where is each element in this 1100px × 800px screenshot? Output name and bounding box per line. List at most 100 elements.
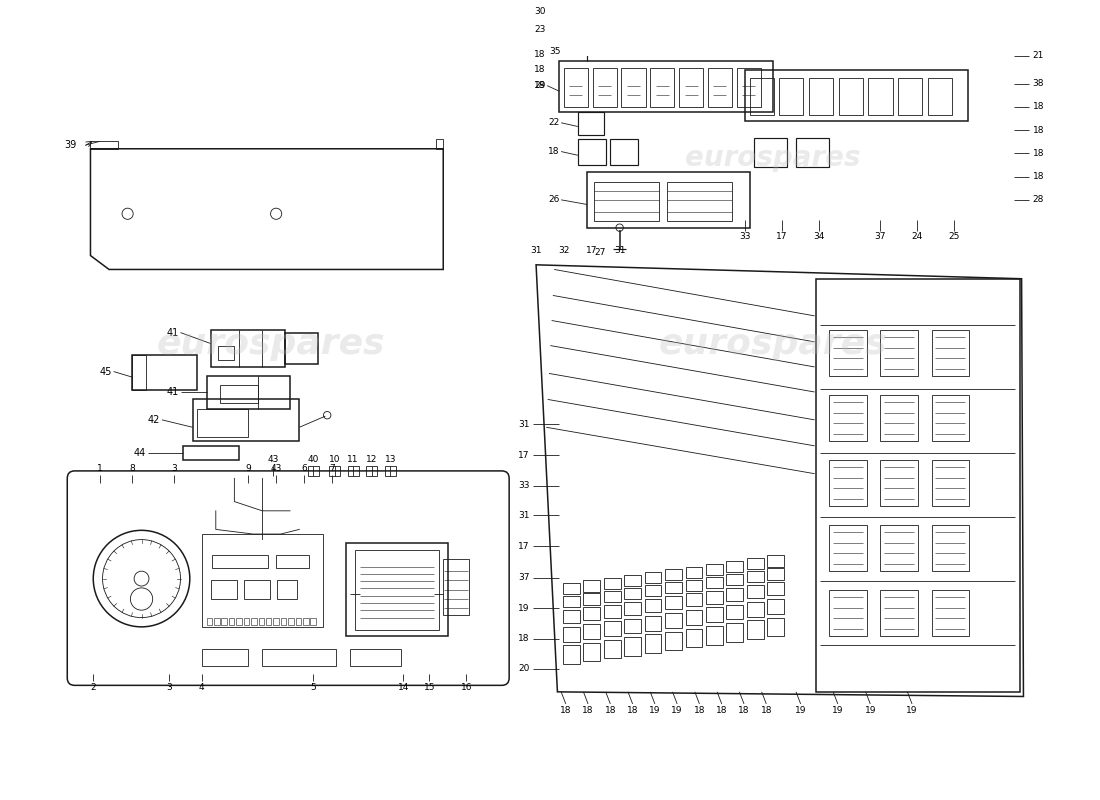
- Bar: [578, 139, 606, 166]
- Text: 31: 31: [518, 511, 529, 520]
- Bar: [274, 618, 279, 625]
- Text: 21: 21: [1033, 51, 1044, 61]
- Text: 10: 10: [329, 455, 340, 464]
- Bar: [580, 38, 595, 45]
- Text: 15: 15: [424, 682, 436, 692]
- Bar: [808, 78, 833, 115]
- Text: 41: 41: [166, 327, 178, 338]
- Bar: [366, 466, 377, 475]
- Text: 1: 1: [97, 464, 102, 473]
- Text: 18: 18: [694, 706, 705, 715]
- Text: 40: 40: [308, 455, 319, 464]
- Bar: [880, 590, 917, 636]
- Text: 12: 12: [366, 455, 377, 464]
- Text: 18: 18: [534, 66, 546, 74]
- Bar: [197, 409, 249, 437]
- Text: 6: 6: [301, 464, 307, 473]
- Text: 37: 37: [518, 573, 529, 582]
- Bar: [880, 330, 917, 376]
- Bar: [559, 10, 569, 38]
- Text: 18: 18: [1033, 149, 1044, 158]
- Text: 34: 34: [814, 233, 825, 242]
- Text: 18: 18: [1033, 126, 1044, 134]
- Text: 9: 9: [245, 464, 251, 473]
- Bar: [213, 618, 220, 625]
- Bar: [192, 399, 299, 442]
- Bar: [932, 394, 969, 442]
- Text: 18: 18: [738, 706, 750, 715]
- Text: eurospares: eurospares: [659, 326, 887, 361]
- Text: 18: 18: [534, 50, 546, 58]
- Bar: [285, 333, 318, 364]
- Text: 35: 35: [550, 46, 561, 56]
- Text: 7: 7: [329, 464, 334, 473]
- Text: 29: 29: [534, 81, 546, 90]
- Bar: [932, 525, 969, 571]
- Text: 39: 39: [64, 140, 77, 150]
- Bar: [348, 466, 359, 475]
- Text: 45: 45: [99, 366, 112, 377]
- Text: 18: 18: [560, 706, 572, 715]
- Bar: [90, 142, 119, 149]
- Bar: [650, 68, 674, 107]
- Text: 19: 19: [832, 706, 844, 715]
- Text: 41: 41: [166, 387, 178, 397]
- Text: 18: 18: [1033, 172, 1044, 181]
- Text: 19: 19: [649, 706, 661, 715]
- Text: 43: 43: [267, 455, 279, 464]
- Bar: [236, 618, 242, 625]
- Bar: [829, 590, 867, 636]
- Bar: [880, 525, 917, 571]
- Bar: [578, 112, 604, 135]
- Text: 8: 8: [130, 464, 135, 473]
- Text: 26: 26: [548, 195, 559, 204]
- Bar: [202, 649, 249, 666]
- Bar: [593, 68, 617, 107]
- Bar: [207, 376, 290, 409]
- Text: 18: 18: [716, 706, 727, 715]
- Text: 11: 11: [348, 455, 359, 464]
- Bar: [132, 355, 146, 390]
- Text: 19: 19: [795, 706, 806, 715]
- Text: 17: 17: [777, 233, 788, 242]
- Text: 18: 18: [760, 706, 772, 715]
- Text: 19: 19: [906, 706, 917, 715]
- Text: 19: 19: [865, 706, 876, 715]
- Bar: [559, 61, 773, 112]
- Bar: [573, 0, 981, 10]
- Bar: [755, 138, 786, 167]
- Text: 18: 18: [548, 147, 559, 156]
- Text: 32: 32: [558, 246, 570, 255]
- Text: 19: 19: [518, 604, 529, 613]
- Bar: [436, 139, 443, 149]
- Bar: [385, 466, 396, 475]
- Bar: [829, 460, 867, 506]
- Text: 33: 33: [739, 233, 750, 242]
- Bar: [667, 182, 732, 221]
- Bar: [355, 550, 439, 630]
- Text: 23: 23: [534, 26, 546, 34]
- Bar: [898, 78, 922, 115]
- Text: 2: 2: [90, 682, 96, 692]
- Text: eurospares: eurospares: [157, 326, 386, 361]
- Text: 20: 20: [518, 664, 529, 673]
- Bar: [932, 590, 969, 636]
- Text: 18: 18: [582, 706, 594, 715]
- Bar: [276, 555, 309, 568]
- Bar: [207, 618, 212, 625]
- Bar: [564, 0, 972, 38]
- Text: 13: 13: [385, 455, 396, 464]
- Bar: [229, 618, 234, 625]
- Bar: [679, 68, 703, 107]
- Text: 25: 25: [948, 233, 959, 242]
- Text: 17: 17: [518, 450, 529, 460]
- Text: 17: 17: [586, 246, 597, 255]
- Bar: [345, 543, 448, 636]
- Bar: [868, 78, 892, 115]
- Text: 27: 27: [594, 248, 606, 258]
- Bar: [796, 138, 828, 167]
- Bar: [594, 182, 659, 221]
- Bar: [329, 466, 340, 475]
- Bar: [932, 330, 969, 376]
- Bar: [745, 70, 968, 121]
